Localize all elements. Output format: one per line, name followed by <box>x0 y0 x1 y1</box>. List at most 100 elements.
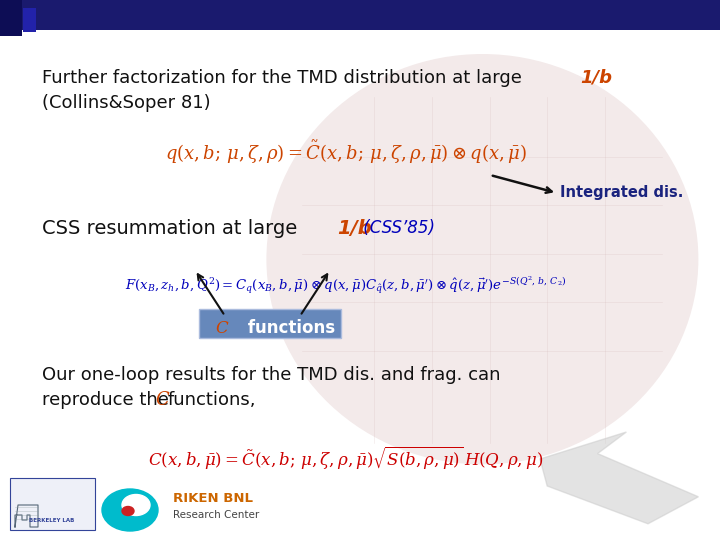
Bar <box>612 0 617 30</box>
Bar <box>524 0 528 30</box>
Bar <box>116 0 121 30</box>
Bar <box>20 0 24 30</box>
Bar <box>124 0 129 30</box>
Bar <box>192 0 197 30</box>
Bar <box>296 0 301 30</box>
Bar <box>692 0 697 30</box>
Bar <box>36 0 41 30</box>
Bar <box>468 0 473 30</box>
Bar <box>0 0 22 36</box>
Text: Research Center: Research Center <box>173 510 259 520</box>
Bar <box>668 0 672 30</box>
Bar <box>712 0 716 30</box>
Bar <box>480 0 485 30</box>
Bar <box>68 0 73 30</box>
Bar <box>140 0 145 30</box>
Bar <box>320 0 325 30</box>
Bar <box>136 0 140 30</box>
Bar <box>536 0 541 30</box>
Bar <box>28 0 32 30</box>
Bar <box>24 0 29 30</box>
Bar <box>324 0 329 30</box>
Bar <box>132 0 137 30</box>
Bar <box>364 0 369 30</box>
Bar <box>564 0 569 30</box>
Bar <box>120 0 125 30</box>
Bar <box>356 0 361 30</box>
Circle shape <box>122 495 150 516</box>
Bar <box>444 0 449 30</box>
Bar <box>588 0 593 30</box>
Bar <box>308 0 312 30</box>
Circle shape <box>122 507 134 516</box>
Bar <box>44 0 49 30</box>
Bar <box>580 0 585 30</box>
Bar <box>280 0 284 30</box>
Bar <box>32 0 37 30</box>
Bar <box>656 0 661 30</box>
Text: Further factorization for the TMD distribution at large: Further factorization for the TMD distri… <box>42 69 528 87</box>
Bar <box>216 0 221 30</box>
Bar <box>4 0 9 30</box>
Bar <box>484 0 489 30</box>
Bar <box>452 0 456 30</box>
Bar <box>160 0 165 30</box>
Bar <box>16 0 21 30</box>
Bar <box>436 0 441 30</box>
Bar <box>456 0 461 30</box>
Text: Our one-loop results for the TMD dis. and frag. can: Our one-loop results for the TMD dis. an… <box>42 366 500 384</box>
Bar <box>10 478 95 530</box>
Bar <box>180 0 185 30</box>
Bar <box>492 0 497 30</box>
Bar <box>684 0 689 30</box>
Bar <box>520 0 525 30</box>
Bar <box>460 0 464 30</box>
Bar <box>128 0 132 30</box>
Text: $\mathit{C}$: $\mathit{C}$ <box>155 391 171 409</box>
Bar <box>428 0 433 30</box>
Bar <box>108 0 113 30</box>
Text: RIKEN BNL: RIKEN BNL <box>173 491 253 504</box>
Bar <box>640 0 644 30</box>
Polygon shape <box>540 432 698 524</box>
Bar <box>92 0 96 30</box>
Bar <box>60 0 65 30</box>
Bar <box>508 0 513 30</box>
Bar <box>504 0 509 30</box>
Bar <box>696 0 701 30</box>
Bar <box>156 0 161 30</box>
Bar <box>540 0 545 30</box>
Bar <box>340 0 345 30</box>
Bar <box>464 0 469 30</box>
Bar <box>372 0 377 30</box>
Bar <box>488 0 492 30</box>
Bar <box>700 0 705 30</box>
Bar <box>176 0 181 30</box>
Bar <box>228 0 233 30</box>
Bar <box>344 0 348 30</box>
Bar <box>332 0 337 30</box>
Bar <box>676 0 680 30</box>
Bar <box>652 0 657 30</box>
Bar <box>268 0 273 30</box>
Text: CSS resummation at large: CSS resummation at large <box>42 219 304 238</box>
Bar <box>80 0 85 30</box>
Bar <box>404 0 409 30</box>
Bar <box>624 0 629 30</box>
Bar <box>316 0 320 30</box>
Bar <box>260 0 265 30</box>
Bar <box>448 0 453 30</box>
Bar <box>664 0 669 30</box>
Bar <box>152 0 157 30</box>
Bar <box>552 0 557 30</box>
Bar <box>716 0 720 30</box>
Bar <box>144 0 149 30</box>
Bar <box>632 0 636 30</box>
Bar <box>648 0 653 30</box>
Bar <box>548 0 553 30</box>
Text: 1/b: 1/b <box>580 69 612 87</box>
Bar <box>396 0 401 30</box>
Text: $\mathit{C}$: $\mathit{C}$ <box>215 319 229 337</box>
Bar <box>500 0 505 30</box>
Bar <box>544 0 549 30</box>
